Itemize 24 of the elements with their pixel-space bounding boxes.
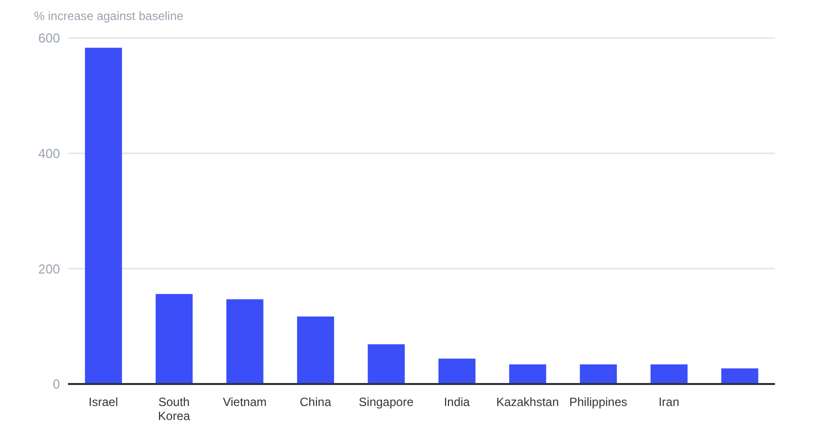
x-tick-label: China [300, 395, 332, 409]
y-tick-label: 200 [38, 261, 60, 276]
y-tick-label: 600 [38, 30, 60, 46]
x-tick-label: South Korea [158, 395, 190, 423]
x-tick-label: Vietnam [222, 395, 267, 409]
bar [650, 364, 688, 384]
bar [580, 364, 617, 384]
bar [368, 344, 405, 384]
y-axis-title: % increase against baseline [34, 9, 184, 23]
x-tick-label: Singapore [358, 395, 414, 409]
x-tick-label: Philippines [569, 395, 628, 409]
bar [84, 48, 122, 384]
bar [297, 316, 334, 384]
x-tick-label: Iran [658, 395, 680, 409]
bar [226, 299, 264, 384]
x-tick-label: Israel [88, 395, 118, 409]
bar [509, 364, 546, 384]
y-tick-label: 400 [38, 146, 60, 161]
y-tick-label: 0 [52, 376, 60, 392]
x-tick-label: Kazakhstan [496, 395, 559, 409]
x-tick-label: India [444, 395, 470, 409]
bar [721, 368, 758, 384]
bar [438, 358, 476, 384]
bar [156, 294, 193, 384]
